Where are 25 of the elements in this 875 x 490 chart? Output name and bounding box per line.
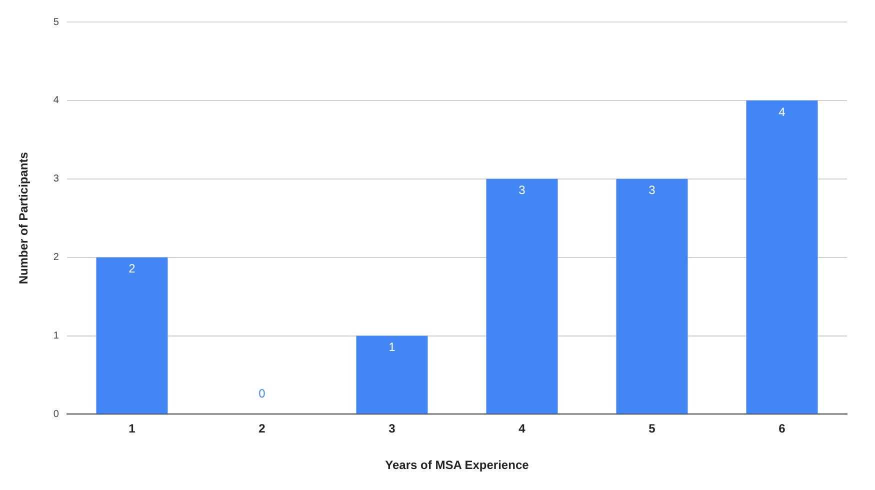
x-tick-label: 2	[258, 422, 266, 436]
y-tick-label: 1	[53, 330, 60, 342]
data-label: 1	[388, 340, 396, 354]
y-tick-label: 5	[53, 16, 60, 28]
y-axis-title: Number of Participants	[16, 152, 31, 284]
x-tick-label: 5	[648, 422, 656, 436]
y-tick-label: 4	[53, 95, 60, 106]
x-tick-label: 6	[778, 422, 786, 436]
data-label: 4	[778, 104, 786, 119]
bar	[616, 178, 688, 414]
data-label: 3	[518, 183, 526, 198]
bar	[746, 100, 818, 414]
bar	[356, 336, 428, 414]
x-tick-label: 3	[388, 422, 396, 436]
bar	[96, 257, 168, 414]
bar	[486, 178, 558, 414]
data-label: 2	[128, 262, 136, 276]
x-axis-title: Years of MSA Experience	[385, 458, 530, 472]
data-label: 0	[258, 386, 266, 401]
data-label: 3	[648, 183, 656, 198]
y-tick-label: 0	[53, 408, 60, 420]
y-tick-label: 3	[53, 174, 60, 185]
x-tick-label: 4	[518, 422, 526, 436]
y-tick-label: 2	[53, 252, 60, 264]
x-tick-label: 1	[128, 422, 136, 436]
